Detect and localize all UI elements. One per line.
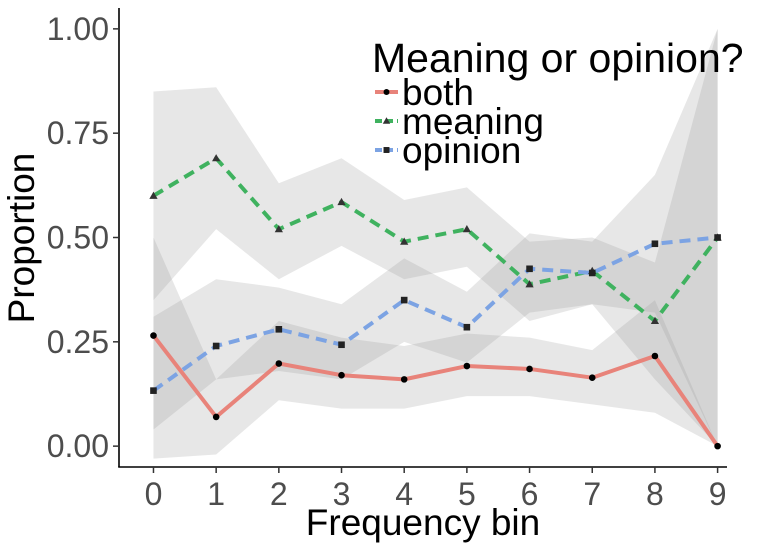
point-meaning (650, 316, 660, 325)
y-tick-label: 1.00 (47, 11, 109, 47)
line-meaning (152, 156, 720, 323)
ribbon-both (153, 237, 718, 459)
legend-marker-opinion (383, 147, 390, 153)
series-points (149, 154, 722, 450)
point-both (400, 376, 408, 383)
point-meaning (337, 197, 346, 206)
confidence-ribbons (153, 28, 718, 459)
point-both (526, 365, 533, 373)
point-both (338, 371, 345, 379)
line-opinion (152, 235, 718, 393)
x-tick-label: 8 (646, 476, 664, 512)
point-opinion (275, 326, 283, 333)
point-opinion (400, 296, 408, 304)
point-both (212, 413, 220, 421)
point-both (651, 352, 659, 360)
x-tick-label: 3 (333, 476, 351, 512)
legend-label-both: both (402, 72, 474, 113)
point-opinion (338, 341, 345, 349)
point-both (275, 360, 283, 367)
point-meaning (149, 191, 158, 199)
point-meaning (400, 237, 409, 245)
point-opinion (651, 240, 659, 248)
point-both (463, 362, 471, 370)
x-tick-label: 2 (270, 476, 288, 512)
x-tick-label: 4 (395, 476, 413, 512)
point-meaning (274, 225, 283, 233)
legend-label-opinion: opinion (402, 130, 521, 171)
x-ticks: 0 1 2 3 4 5 6 7 8 9 (145, 467, 727, 512)
point-opinion (212, 342, 220, 350)
ribbon-meaning (153, 28, 718, 447)
point-opinion (463, 323, 471, 331)
x-tick-label: 6 (521, 476, 539, 512)
y-tick-label: 0.50 (47, 220, 109, 256)
point-opinion (150, 387, 157, 394)
x-axis-title: Frequency bin (306, 502, 540, 543)
y-tick-label: 0.00 (47, 428, 109, 464)
point-opinion (588, 269, 596, 277)
legend-marker-both (383, 89, 390, 95)
legend-marker-meaning (382, 117, 391, 124)
y-ticks: 0.00 0.25 0.50 0.75 1.00 (47, 11, 119, 464)
point-both (588, 374, 596, 382)
x-tick-label: 9 (709, 476, 727, 512)
x-tick-label: 7 (583, 476, 601, 512)
point-both (714, 442, 721, 450)
series-lines (151, 156, 720, 448)
point-opinion (526, 265, 533, 273)
line-both (151, 334, 720, 448)
x-tick-label: 0 (145, 476, 163, 512)
x-tick-label: 5 (458, 476, 476, 512)
point-meaning (212, 154, 221, 162)
point-meaning (462, 225, 472, 233)
y-axis-title: Proportion (1, 153, 42, 324)
y-tick-label: 0.75 (47, 115, 109, 151)
ribbon-opinion (153, 28, 718, 447)
legend-label-meaning: meaning (402, 101, 544, 142)
point-both (150, 332, 157, 339)
x-tick-label: 1 (207, 476, 225, 512)
point-meaning (525, 280, 534, 288)
legend-title: Meaning or opinion? (372, 35, 744, 81)
y-tick-label: 0.25 (47, 324, 109, 360)
point-opinion (714, 234, 721, 241)
